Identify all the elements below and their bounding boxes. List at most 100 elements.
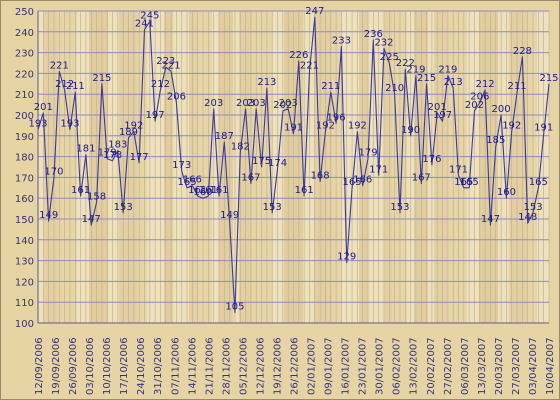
x-tick-label: 06/03/2007 [460, 337, 471, 395]
data-label: 177 [130, 152, 149, 163]
y-tick-label: 180 [15, 153, 34, 164]
y-tick-label: 220 [15, 69, 34, 80]
data-label: 211 [66, 81, 85, 92]
x-tick-label: 07/11/2006 [170, 337, 181, 395]
x-tick-label: 20/03/2007 [494, 337, 505, 395]
data-label: 160 [193, 187, 212, 198]
x-tick-label: 12/12/2006 [255, 337, 266, 395]
data-label: 196 [327, 112, 346, 123]
wood-texture-streak [537, 11, 549, 323]
data-label: 171 [449, 164, 468, 175]
wood-texture-streak [428, 11, 434, 323]
x-tick-label: 17/10/2006 [119, 337, 130, 395]
data-label: 170 [44, 166, 63, 177]
x-tick-label: 13/02/2007 [409, 337, 420, 395]
data-label: 166 [183, 175, 202, 186]
wood-texture-streak [147, 11, 164, 323]
data-label: 221 [162, 60, 181, 71]
y-tick-label: 160 [15, 194, 34, 205]
y-tick-label: 120 [15, 277, 34, 288]
wood-texture-streak [392, 11, 407, 323]
data-label: 223 [156, 56, 175, 67]
data-label: 202 [465, 100, 484, 111]
data-label: 241 [135, 19, 154, 30]
data-label: 200 [492, 104, 511, 115]
data-label: 148 [518, 212, 537, 223]
data-label: 183 [108, 139, 127, 150]
data-label: 173 [172, 160, 191, 171]
data-label: 219 [406, 64, 425, 75]
wood-texture-streak [527, 11, 537, 323]
data-label: 185 [486, 135, 505, 146]
x-tick-label: 23/01/2007 [358, 337, 369, 395]
x-tick-label: 19/12/2006 [272, 337, 283, 395]
data-label: 197 [146, 110, 165, 121]
x-tick-label: 10/04/2007 [545, 337, 556, 395]
data-label: 203 [247, 98, 266, 109]
data-label: 202 [273, 100, 292, 111]
y-tick-label: 170 [15, 173, 34, 184]
data-label: 228 [513, 46, 532, 57]
data-label: 191 [534, 123, 553, 134]
data-label: 221 [50, 60, 69, 71]
data-label: 213 [257, 77, 276, 88]
y-tick-label: 250 [15, 7, 34, 18]
data-label: 168 [311, 171, 330, 182]
data-label: 179 [98, 148, 117, 159]
data-label: 247 [305, 6, 324, 17]
data-label: 153 [523, 202, 542, 213]
data-label: 212 [55, 79, 74, 90]
x-tick-label: 12/09/2006 [34, 337, 45, 395]
wood-texture-streak [233, 11, 239, 323]
x-tick-label: 30/01/2007 [375, 337, 386, 395]
wood-texture-streak [137, 11, 147, 323]
data-label: 158 [87, 191, 106, 202]
data-label: 192 [316, 121, 335, 132]
wood-texture-streak [303, 11, 314, 323]
x-tick-label: 10/10/2006 [102, 337, 113, 395]
data-label: 149 [220, 210, 239, 221]
x-tick-label: 26/12/2006 [290, 337, 301, 395]
y-tick-label: 130 [15, 257, 34, 268]
data-label: 211 [321, 81, 340, 92]
data-label: 175 [252, 156, 271, 167]
x-tick-label: 02/01/2007 [307, 337, 318, 395]
data-label: 225 [380, 52, 399, 63]
wood-texture-streak [189, 11, 197, 323]
x-tick-label: 13/03/2007 [477, 337, 488, 395]
data-label: 206 [167, 92, 186, 103]
data-label: 192 [502, 121, 521, 132]
x-tick-label: 03/10/2006 [85, 337, 96, 395]
wood-texture-streak [57, 11, 77, 323]
data-label: 147 [481, 214, 500, 225]
data-label: 219 [438, 64, 457, 75]
y-tick-label: 230 [15, 49, 34, 60]
data-label: 161 [188, 185, 207, 196]
x-tick-label: 26/09/2006 [68, 337, 79, 395]
data-label: 187 [215, 131, 234, 142]
data-label: 167 [412, 173, 431, 184]
data-label: 179 [358, 148, 377, 159]
data-label: 129 [337, 252, 356, 263]
wood-texture-streak [498, 11, 509, 323]
data-label: 153 [114, 202, 133, 213]
wood-texture-streak [434, 11, 447, 323]
data-label: 201 [34, 102, 53, 113]
data-label: 206 [470, 92, 489, 103]
x-tick-label: 19/09/2006 [51, 337, 62, 395]
data-label: 203 [279, 98, 298, 109]
data-label: 190 [401, 125, 420, 136]
x-tick-label: 28/11/2006 [221, 337, 232, 395]
data-label: 201 [428, 102, 447, 113]
data-label: 193 [28, 119, 47, 130]
data-label: 147 [82, 214, 101, 225]
wood-texture-streak [359, 11, 368, 323]
data-label: 161 [199, 185, 218, 196]
x-tick-label: 24/10/2006 [136, 337, 147, 395]
data-label: 166 [353, 175, 372, 186]
data-label: 149 [39, 210, 58, 221]
data-label: 210 [385, 83, 404, 94]
data-label: 232 [374, 37, 393, 48]
